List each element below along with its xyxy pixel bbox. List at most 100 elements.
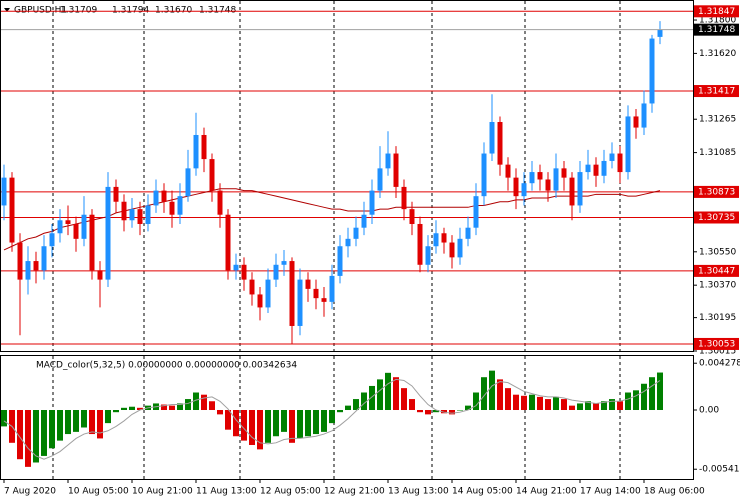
x-tick-label: 13 Aug 13:00	[388, 487, 449, 497]
macd-bar	[393, 377, 399, 411]
candle-body	[577, 172, 583, 206]
candle-body	[337, 246, 343, 276]
candle-body	[457, 238, 463, 258]
x-tick-label: 11 Aug 13:00	[196, 487, 257, 497]
macd-bar	[361, 392, 367, 411]
candle-body	[369, 190, 375, 215]
macd-bar	[561, 399, 567, 411]
candle-body	[561, 168, 567, 178]
macd-y-tick-label: -0.005416	[699, 465, 740, 475]
candle-body	[449, 242, 455, 258]
candle-body	[569, 177, 575, 206]
macd-y-tick-label: 0.00	[699, 406, 719, 416]
candle-body	[193, 134, 199, 169]
x-tick-label: 10 Aug 21:00	[132, 487, 193, 497]
macd-bar	[137, 407, 143, 411]
candle-body	[441, 233, 447, 243]
macd-bar	[17, 410, 23, 460]
macd-bar	[449, 410, 455, 415]
macd-bar	[553, 396, 559, 411]
macd-bar	[161, 404, 167, 411]
macd-bar	[377, 379, 383, 411]
candle-body	[145, 205, 151, 224]
macd-bar	[193, 392, 199, 411]
y-tick-label: 1.30370	[699, 281, 736, 291]
macd-bar	[513, 394, 519, 411]
macd-bar	[545, 399, 551, 411]
candle-body	[649, 38, 655, 104]
candle-body	[161, 190, 167, 202]
candle-body	[73, 223, 79, 239]
candle-body	[345, 238, 351, 247]
candle-body	[553, 168, 559, 191]
macd-bar	[105, 410, 111, 424]
macd-bar	[617, 401, 623, 411]
level-label-box	[694, 85, 739, 98]
y-tick-label: 1.31620	[699, 49, 736, 59]
y-tick-label: 1.31085	[699, 148, 736, 158]
candle-body	[409, 209, 415, 224]
macd-bar	[281, 410, 287, 432]
macd-bar	[401, 388, 407, 411]
candle-body	[201, 134, 207, 160]
candle-body	[305, 279, 311, 289]
macd-bar	[313, 410, 319, 435]
candle-body	[177, 196, 183, 215]
macd-bar	[649, 377, 655, 411]
macd-bar	[593, 403, 599, 411]
x-tick-label: 12 Aug 21:00	[324, 487, 385, 497]
candle-body	[625, 116, 631, 173]
candle-body	[49, 233, 55, 247]
candle-body	[545, 179, 551, 191]
candle-body	[529, 172, 535, 184]
candle-body	[289, 261, 295, 326]
header-text: GBPUSD,H1	[14, 6, 67, 16]
macd-bar	[249, 410, 255, 445]
candle-body	[641, 103, 647, 128]
macd-bar	[657, 372, 663, 411]
candle-body	[585, 164, 591, 173]
macd-bar	[297, 410, 303, 439]
macd-bar	[633, 390, 639, 411]
candle-body	[657, 29, 663, 37]
candle-body	[633, 116, 639, 128]
macd-bar	[241, 410, 247, 441]
candle-body	[89, 214, 95, 271]
price-panel	[0, 0, 694, 352]
moving-average	[3, 188, 661, 251]
level-label: 1.30053	[698, 339, 735, 349]
macd-bar	[257, 410, 263, 450]
macd-bar	[265, 410, 271, 443]
macd-bar	[497, 379, 503, 411]
macd-bar	[185, 399, 191, 411]
candle-body	[153, 190, 159, 206]
x-tick-label: 18 Aug 06:00	[644, 487, 705, 497]
macd-bar	[33, 410, 39, 463]
macd-bar	[417, 410, 423, 413]
candle-body	[537, 172, 543, 180]
y-tick-label: 1.30015	[699, 347, 736, 357]
macd-bar	[121, 407, 127, 411]
header-text: 1.31709	[60, 6, 97, 16]
candle-body	[121, 201, 127, 221]
macd-bar	[369, 385, 375, 411]
macd-bar	[425, 410, 431, 415]
candle-body	[17, 242, 23, 280]
candle-body	[113, 186, 119, 202]
macd-bar	[329, 410, 335, 424]
y-tick-label: 1.30195	[699, 313, 736, 323]
candle-body	[497, 122, 503, 165]
candle-body	[609, 153, 615, 161]
macd-bar	[641, 383, 647, 411]
macd-bar	[481, 377, 487, 411]
candle-body	[601, 160, 607, 176]
candle-body	[617, 153, 623, 173]
level-label: 1.30447	[698, 266, 735, 276]
macd-bar	[321, 410, 327, 432]
macd-bar	[233, 410, 239, 437]
candle-body	[185, 168, 191, 197]
candle-body	[433, 233, 439, 247]
candle-body	[1, 177, 7, 206]
candle-body	[377, 168, 383, 191]
level-label: 1.31417	[698, 87, 735, 97]
